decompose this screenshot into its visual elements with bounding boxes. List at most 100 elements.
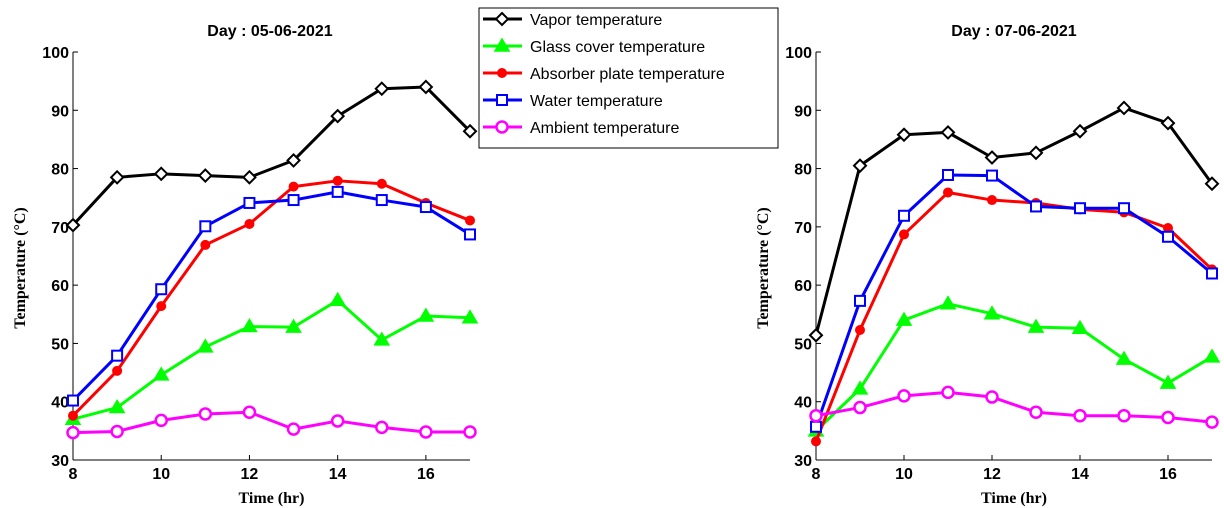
legend-marker-vapor-temperature <box>494 11 510 27</box>
data-point <box>1029 405 1043 419</box>
data-point <box>153 166 169 182</box>
data-point <box>330 414 345 428</box>
y-axis-label: Temperature (°C) <box>12 207 29 328</box>
x-tick-label: 14 <box>1071 466 1089 483</box>
y-tick-label: 30 <box>51 453 69 470</box>
y-tick-label: 30 <box>794 453 812 470</box>
data-point <box>1073 408 1087 423</box>
data-point <box>1117 408 1131 423</box>
data-point <box>1204 176 1220 192</box>
data-point <box>110 424 124 439</box>
y-tick-label: 100 <box>785 45 812 62</box>
y-tick-label: 40 <box>51 395 69 412</box>
data-point <box>200 239 211 250</box>
data-point <box>242 169 257 185</box>
data-point <box>197 168 213 183</box>
data-point <box>418 79 434 95</box>
y-tick-label: 70 <box>51 220 69 237</box>
series-line <box>815 390 1213 424</box>
data-point <box>463 425 477 439</box>
data-point <box>242 405 257 419</box>
data-point <box>855 325 865 336</box>
data-point <box>243 196 256 209</box>
series-line <box>814 190 1214 442</box>
x-tick-label: 14 <box>329 466 347 483</box>
data-point <box>1074 202 1086 215</box>
x-tick-label: 12 <box>983 466 1001 483</box>
legend-marker-glass-cover-temperature <box>493 37 511 52</box>
legend-label-water: Water temperature <box>530 93 663 110</box>
data-point <box>896 127 912 143</box>
y-tick-label: 40 <box>794 395 812 412</box>
data-point <box>154 413 168 428</box>
data-point <box>1028 145 1044 161</box>
series-line <box>71 85 472 227</box>
x-tick-label: 8 <box>69 466 78 483</box>
data-point <box>199 220 212 233</box>
y-tick-label: 50 <box>51 336 69 353</box>
data-point <box>808 327 824 343</box>
series-line <box>72 410 470 435</box>
legend-label-vapor: Vapor temperature <box>530 12 662 29</box>
series-water-temperature <box>67 185 476 407</box>
data-point <box>67 394 79 407</box>
data-point <box>112 365 123 376</box>
data-point <box>985 390 999 404</box>
series-vapor-temperature <box>808 100 1220 343</box>
data-point <box>376 178 387 189</box>
y-tick-label: 50 <box>794 336 812 353</box>
data-point <box>943 187 953 198</box>
x-axis-label: Time (hr) <box>239 490 305 507</box>
data-point <box>1161 410 1175 425</box>
legend: Vapor temperature Glass cover temperatur… <box>478 7 779 149</box>
data-point <box>983 305 1001 320</box>
legend-label-absorber-plate: Absorber plate temperature <box>530 66 725 83</box>
y-tick-label: 80 <box>51 162 69 179</box>
data-point <box>1205 415 1219 429</box>
data-point <box>940 125 956 140</box>
data-point <box>288 181 299 192</box>
data-point <box>1115 350 1133 365</box>
x-tick-label: 8 <box>812 466 821 483</box>
data-point <box>241 318 258 333</box>
data-point <box>332 175 343 186</box>
data-point <box>1160 115 1176 131</box>
data-point <box>987 195 997 206</box>
data-point <box>809 408 823 423</box>
data-point <box>419 201 432 214</box>
series-absorber-plate-temperature <box>68 175 475 421</box>
data-point <box>198 407 213 421</box>
series-line <box>814 302 1213 432</box>
y-tick-label: 90 <box>51 103 69 120</box>
series-ambient-temperature <box>66 405 477 440</box>
y-axis-label: Temperature (°C) <box>755 207 772 328</box>
data-point <box>152 366 170 381</box>
data-point <box>197 338 214 353</box>
data-point <box>374 81 390 97</box>
series-glass-cover-temperature <box>64 291 479 425</box>
data-point <box>286 422 301 436</box>
data-point <box>156 301 167 312</box>
data-point <box>286 152 301 168</box>
x-tick-label: 16 <box>1159 466 1177 483</box>
data-point <box>419 425 433 439</box>
legend-marker-ambient-temperature <box>495 120 509 134</box>
data-point <box>462 123 478 139</box>
series-ambient-temperature <box>809 385 1219 429</box>
series-line <box>72 298 471 421</box>
y-tick-label: 60 <box>51 278 69 295</box>
data-point <box>853 400 867 415</box>
data-point <box>1159 374 1177 389</box>
data-point <box>1118 202 1130 215</box>
series-vapor-temperature <box>65 79 478 233</box>
series-water-temperature <box>810 168 1218 433</box>
data-point <box>1162 230 1174 243</box>
data-point <box>461 309 479 324</box>
data-point <box>155 283 168 296</box>
data-point <box>899 229 909 240</box>
data-point <box>986 169 998 182</box>
data-point <box>810 420 822 433</box>
data-point <box>373 331 391 346</box>
data-point <box>854 294 866 307</box>
legend-marker-absorber-plate-temperature <box>497 68 507 78</box>
